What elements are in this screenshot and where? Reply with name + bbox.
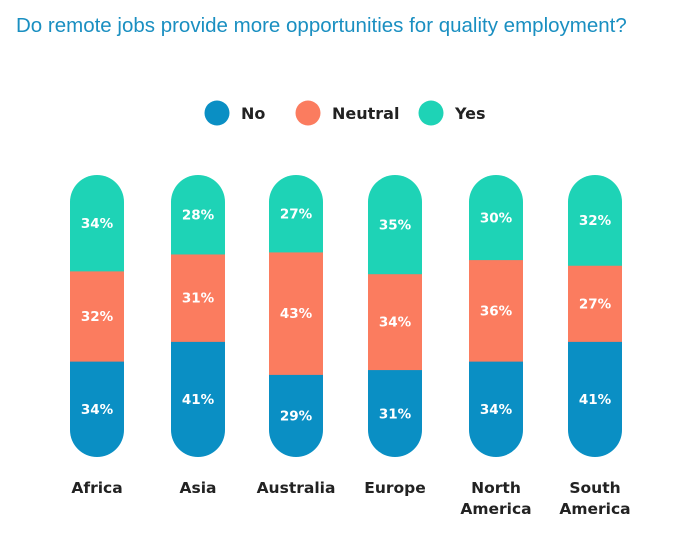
data-label-south-america-yes: 32% bbox=[579, 213, 612, 229]
bar-segment-south-america-neutral bbox=[568, 265, 622, 342]
bar-segment-australia-neutral bbox=[269, 251, 323, 375]
bar-segment-south-america-no bbox=[568, 341, 622, 457]
chart-title: Do remote jobs provide more opportunitie… bbox=[16, 14, 627, 37]
data-label-south-america-neutral: 27% bbox=[579, 296, 612, 312]
data-label-north-america-neutral: 36% bbox=[480, 303, 513, 319]
data-label-australia-yes: 27% bbox=[280, 206, 313, 222]
bar-segment-australia-yes bbox=[269, 175, 323, 253]
bar-segment-australia-no bbox=[269, 374, 323, 457]
category-label-south-america: South America bbox=[559, 479, 630, 518]
bar-north-america bbox=[469, 175, 523, 457]
bar-segment-asia-no bbox=[171, 341, 225, 457]
category-label-north-america: North America bbox=[460, 479, 531, 518]
data-label-north-america-no: 34% bbox=[480, 402, 513, 418]
data-label-africa-no: 34% bbox=[81, 402, 114, 418]
bar-segment-asia-yes bbox=[171, 175, 225, 255]
data-label-north-america-yes: 30% bbox=[480, 210, 513, 226]
data-label-south-america-no: 41% bbox=[579, 392, 612, 408]
bar-segment-europe-neutral bbox=[368, 273, 422, 371]
data-label-australia-no: 29% bbox=[280, 409, 313, 425]
bar-europe bbox=[368, 175, 422, 457]
data-label-europe-yes: 35% bbox=[379, 217, 412, 233]
category-label-asia: Asia bbox=[180, 479, 217, 497]
bar-australia bbox=[269, 175, 323, 457]
legend-swatch-yes bbox=[418, 100, 444, 126]
bar-segment-europe-no bbox=[368, 369, 422, 457]
bar-segment-europe-yes bbox=[368, 175, 422, 275]
category-label-africa: Africa bbox=[71, 479, 122, 497]
data-label-asia-yes: 28% bbox=[182, 207, 215, 223]
legend-label-yes: Yes bbox=[454, 104, 486, 123]
bar-segment-south-america-yes bbox=[568, 175, 622, 266]
data-label-australia-neutral: 43% bbox=[280, 306, 313, 322]
data-label-africa-yes: 34% bbox=[81, 216, 114, 232]
bar-south-america bbox=[568, 175, 622, 457]
bar-segment-north-america-no bbox=[469, 361, 523, 457]
bar-segment-africa-yes bbox=[70, 175, 124, 272]
bar-africa bbox=[70, 175, 124, 457]
legend-label-no: No bbox=[241, 104, 265, 123]
bar-segment-africa-no bbox=[70, 361, 124, 457]
bar-segment-north-america-neutral bbox=[469, 259, 523, 362]
data-label-asia-no: 41% bbox=[182, 392, 215, 408]
bar-asia bbox=[171, 175, 225, 457]
bar-segment-africa-neutral bbox=[70, 270, 124, 362]
data-label-europe-neutral: 34% bbox=[379, 315, 412, 331]
data-label-africa-neutral: 32% bbox=[81, 309, 114, 325]
category-label-europe: Europe bbox=[364, 479, 426, 497]
category-label-australia: Australia bbox=[257, 479, 336, 497]
data-label-asia-neutral: 31% bbox=[182, 291, 215, 307]
legend-label-neutral: Neutral bbox=[332, 104, 399, 123]
legend-swatch-no bbox=[204, 100, 230, 126]
bar-segment-north-america-yes bbox=[469, 175, 523, 261]
bar-segment-asia-neutral bbox=[171, 253, 225, 342]
data-label-europe-no: 31% bbox=[379, 406, 412, 422]
legend-swatch-neutral bbox=[295, 100, 321, 126]
legend: No Neutral Yes bbox=[204, 100, 486, 126]
